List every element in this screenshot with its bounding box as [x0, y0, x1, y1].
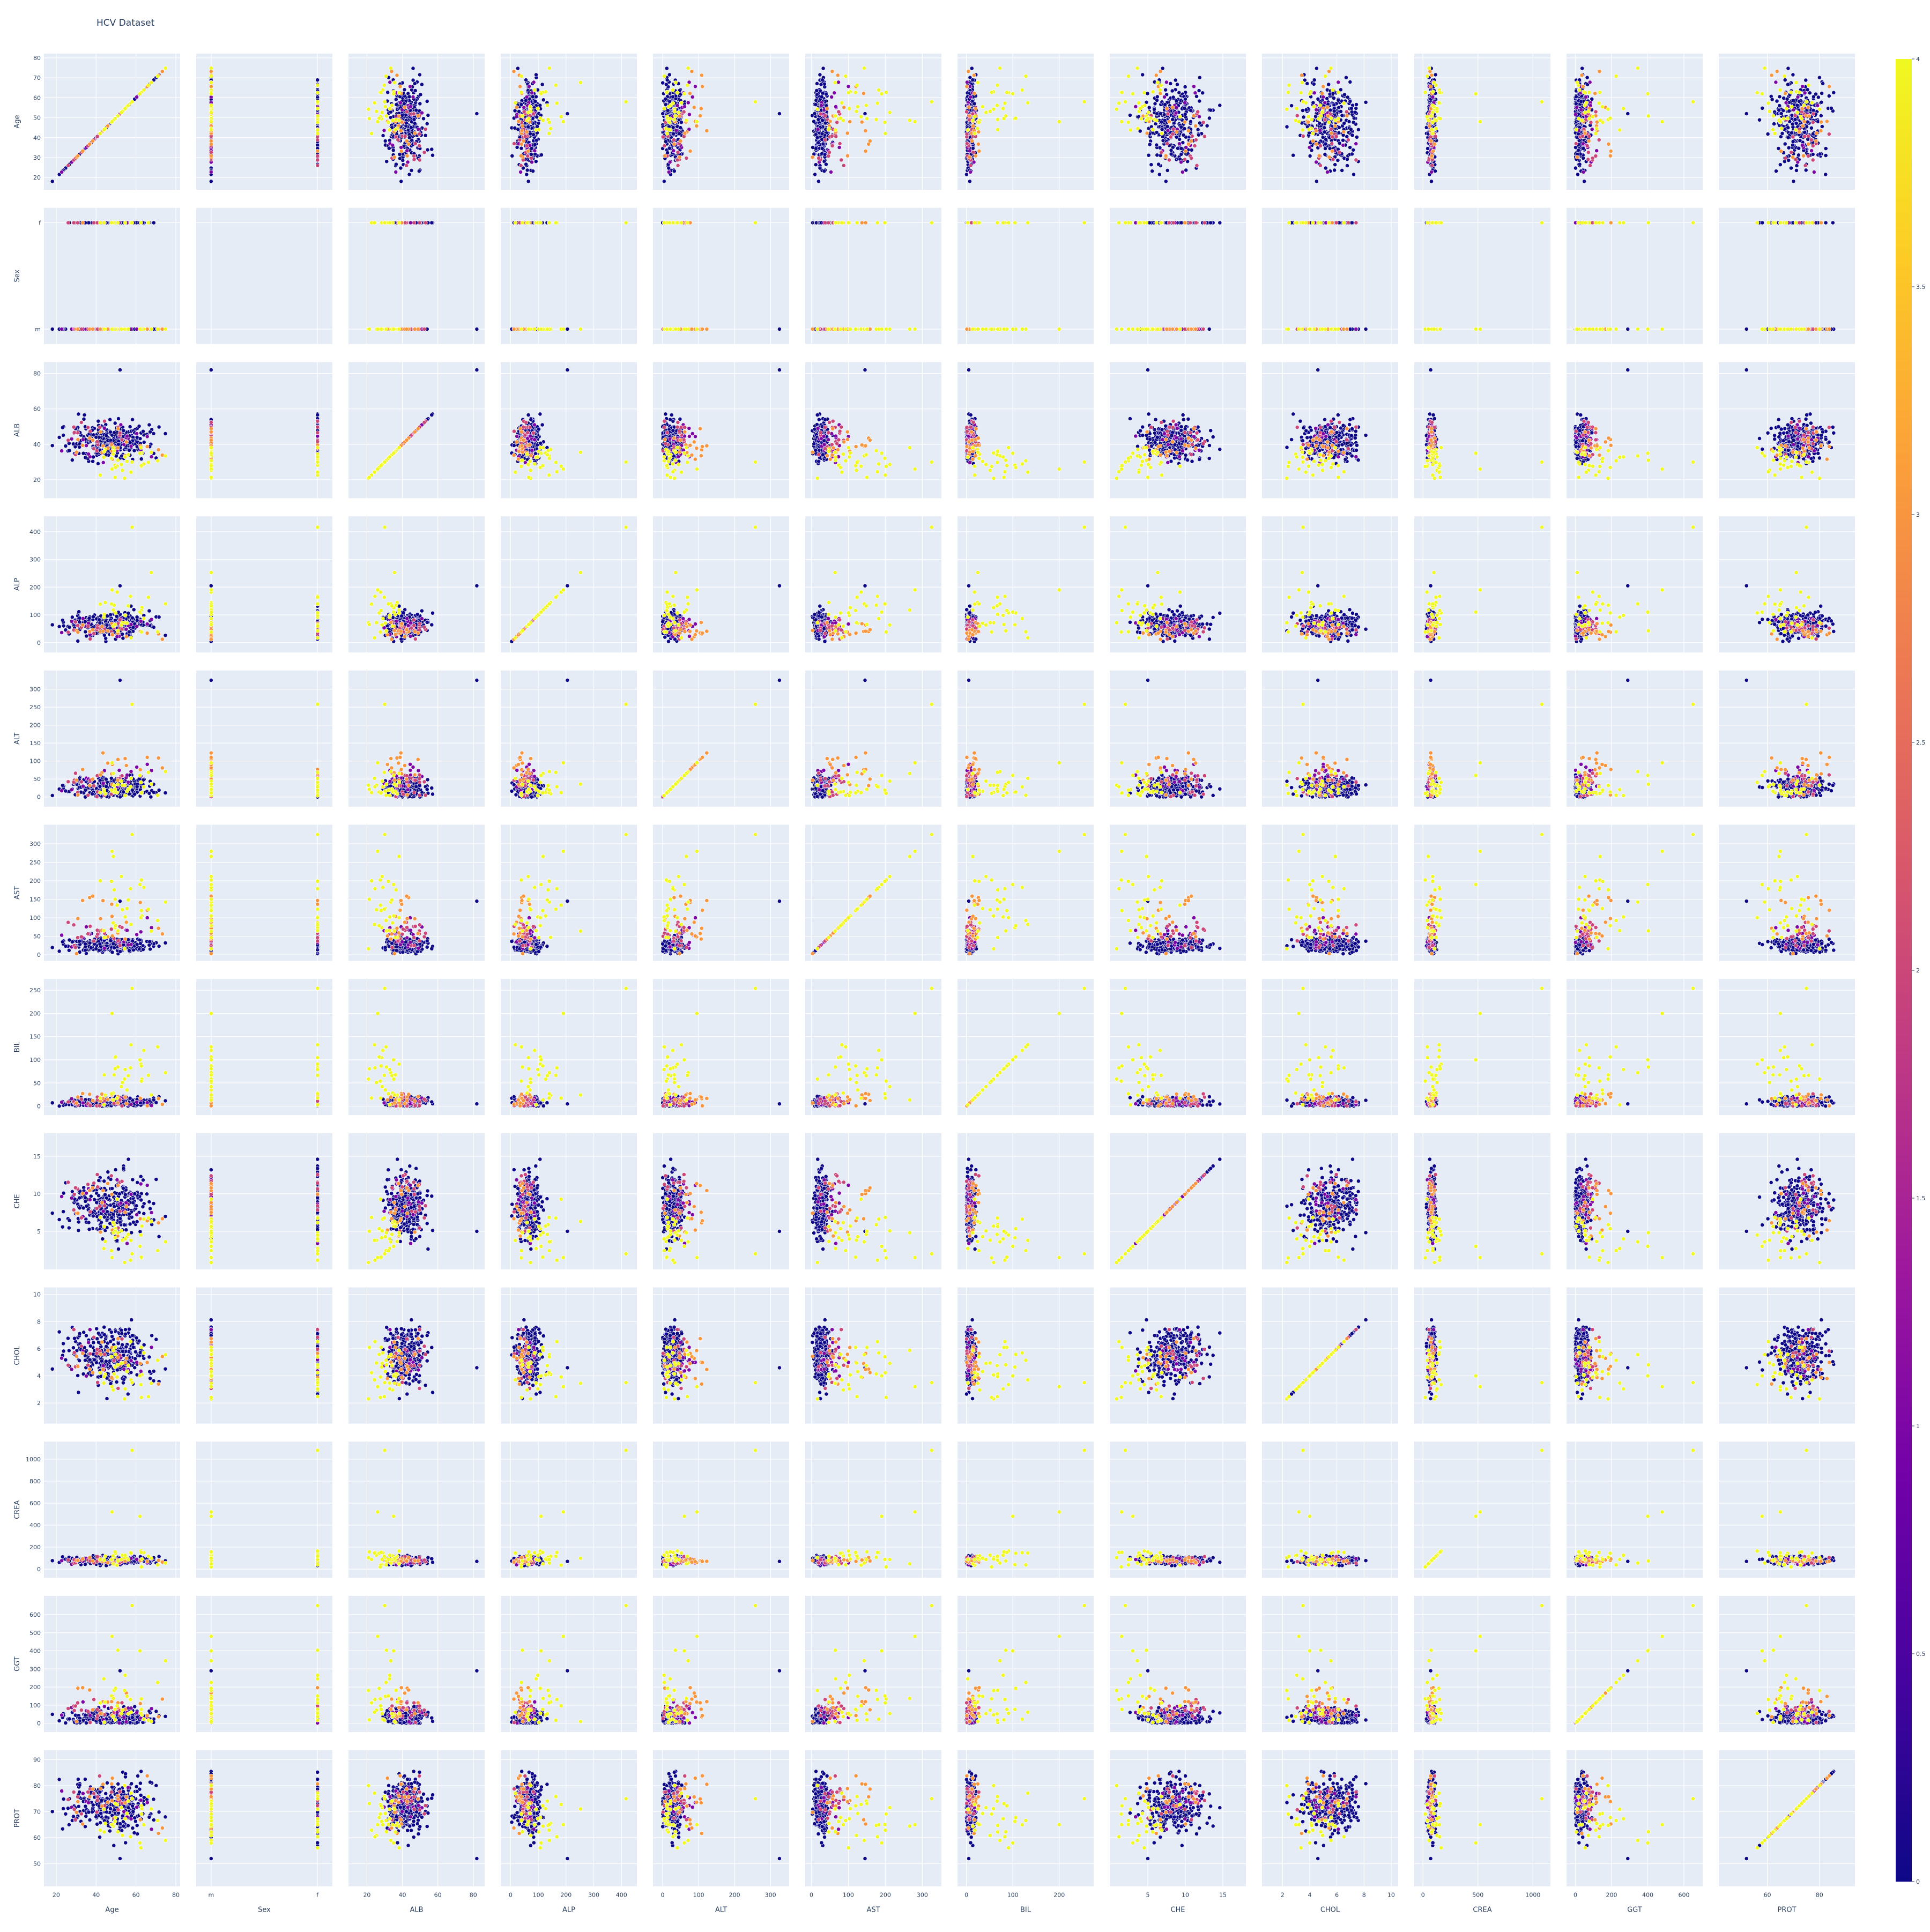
data-point [164, 66, 167, 70]
data-point [209, 180, 213, 183]
data-point [123, 107, 127, 110]
data-point [120, 110, 123, 114]
data-point [160, 70, 164, 73]
data-point [135, 95, 139, 99]
data-point [66, 164, 70, 167]
data-point [155, 75, 159, 78]
data-point [102, 128, 106, 131]
data-point [98, 131, 102, 135]
data-point [76, 154, 80, 158]
data-point [81, 149, 85, 153]
data-point [95, 135, 99, 138]
data-point [149, 80, 153, 84]
chart-title: HCV Dataset [96, 18, 155, 28]
data-point [50, 180, 54, 183]
data-point [91, 139, 94, 143]
data-point [138, 92, 142, 95]
panel-background [196, 54, 332, 190]
panel-Age-vs-Age [44, 54, 180, 190]
data-point [110, 120, 114, 123]
panel-Age-vs-Sex [196, 54, 332, 190]
data-point [316, 78, 320, 82]
data-point [130, 100, 134, 103]
data-point [60, 170, 64, 174]
data-point [88, 142, 92, 146]
